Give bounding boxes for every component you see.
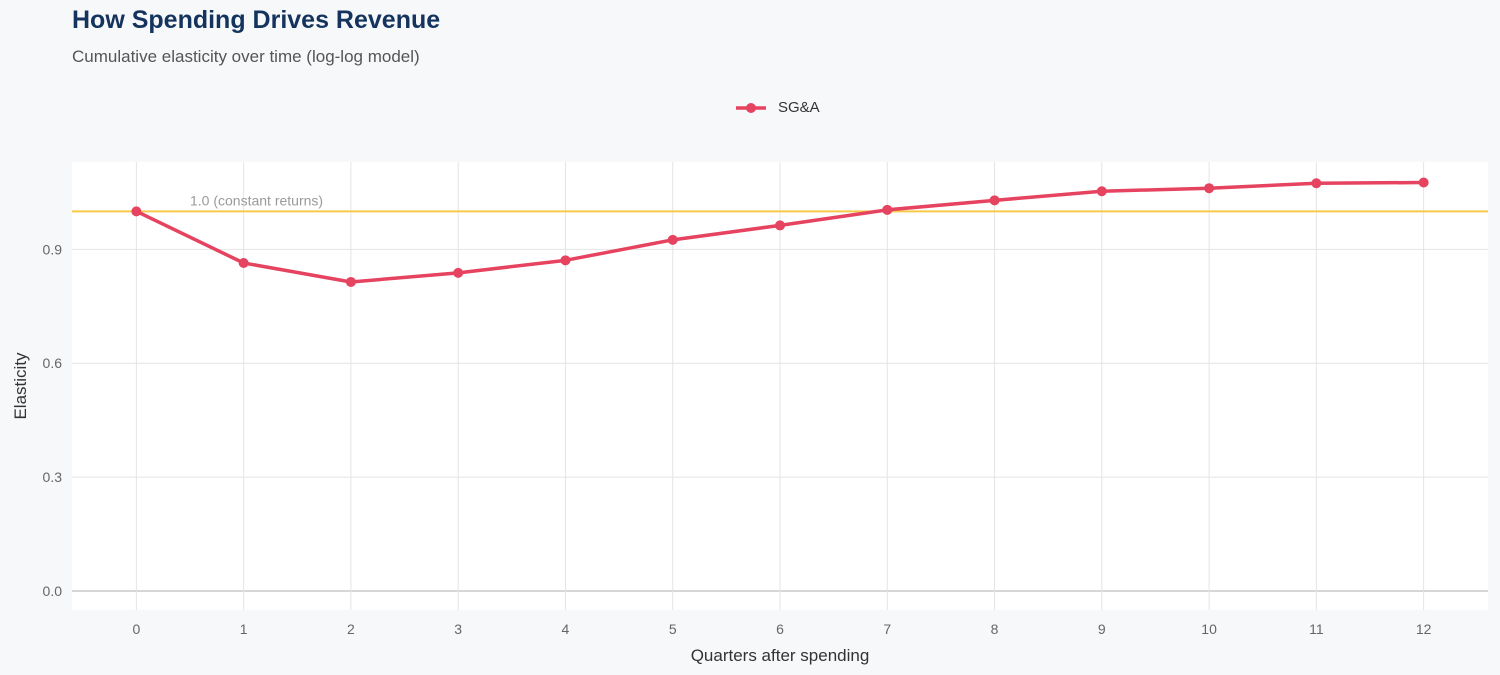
x-tick-label: 9	[1098, 621, 1106, 637]
x-tick-label: 8	[991, 621, 999, 637]
data-point	[1096, 186, 1107, 197]
x-tick-label: 0	[132, 621, 140, 637]
x-tick-label: 2	[347, 621, 355, 637]
x-tick-label: 10	[1201, 621, 1217, 637]
x-tick-label: 12	[1416, 621, 1432, 637]
x-tick-label: 1	[240, 621, 248, 637]
data-point	[1311, 178, 1322, 189]
data-point	[238, 257, 249, 268]
data-point	[775, 220, 785, 231]
data-point	[1418, 177, 1429, 188]
y-tick-label: 0.6	[43, 355, 63, 371]
legend-swatch	[736, 102, 766, 113]
chart-subtitle: Cumulative elasticity over time (log-log…	[72, 47, 420, 66]
data-point	[667, 234, 678, 245]
y-tick-label: 0.9	[43, 241, 63, 257]
y-axis-label: Elasticity	[11, 352, 30, 420]
data-point	[345, 276, 356, 287]
x-tick-label: 11	[1309, 621, 1324, 637]
legend-label-sga: SG&A	[778, 99, 820, 116]
data-point	[131, 206, 142, 217]
data-point	[560, 255, 571, 266]
x-tick-label: 5	[669, 621, 677, 637]
reference-line-label: 1.0 (constant returns)	[190, 192, 323, 208]
data-point	[989, 195, 1000, 206]
data-point	[882, 204, 893, 215]
x-tick-label: 7	[883, 621, 891, 637]
data-point	[1204, 183, 1215, 194]
y-tick-label: 0.3	[43, 469, 63, 485]
legend: SG&A	[734, 99, 820, 116]
x-tick-label: 6	[776, 621, 784, 637]
y-tick-label: 0.0	[43, 583, 63, 599]
chart-title: How Spending Drives Revenue	[72, 6, 441, 34]
x-tick-label: 4	[562, 621, 570, 637]
x-tick-label: 3	[454, 621, 462, 637]
data-point	[453, 267, 464, 278]
x-axis-label: Quarters after spending	[691, 646, 870, 665]
